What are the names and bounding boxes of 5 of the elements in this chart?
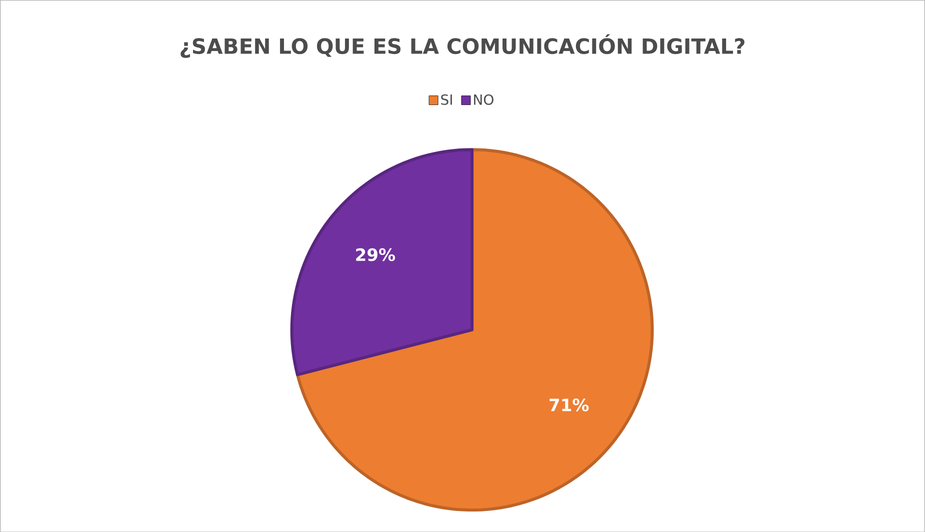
data-label: 29% — [356, 248, 396, 261]
legend-label: SI — [441, 94, 452, 105]
legend-label: NO — [474, 94, 494, 105]
data-label: 71% — [550, 398, 589, 412]
chart-title: ¿SABEN LO QUE ES LA COMUNICACIÓN DIGITAL? — [180, 34, 744, 58]
